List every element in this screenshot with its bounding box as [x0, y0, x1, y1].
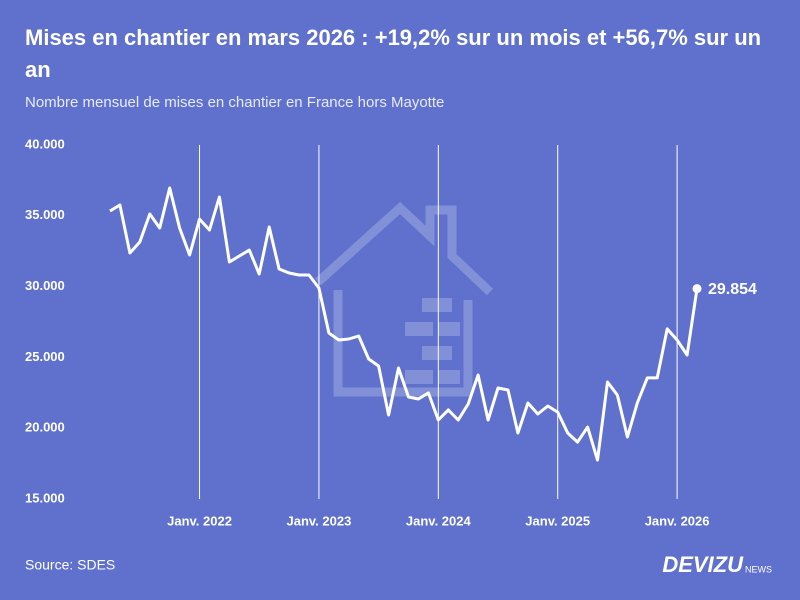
- y-tick-label: 20.000: [25, 420, 65, 435]
- chart-title: Mises en chantier en mars 2026 : +19,2% …: [25, 25, 762, 82]
- y-tick-label: 35.000: [25, 207, 65, 222]
- source: Source: SDES: [25, 557, 115, 573]
- y-tick-label: 25.000: [25, 349, 65, 364]
- x-tick-label: Janv. 2022: [167, 513, 232, 528]
- y-tick-label: 30.000: [25, 278, 65, 293]
- house-icon: [314, 201, 494, 397]
- brand-suffix: NEWS: [745, 564, 772, 574]
- x-tick-label: Janv. 2026: [645, 513, 710, 528]
- bricks-icon: [405, 298, 460, 384]
- point: [692, 284, 702, 294]
- brand: DEVIZU: [662, 552, 744, 577]
- y-tick-label: 15.000: [25, 490, 65, 505]
- x-tick-label: Janv. 2024: [406, 513, 472, 528]
- line: [109, 186, 699, 462]
- x-tick-label: Janv. 2025: [525, 513, 590, 528]
- chart-subtitle: Nombre mensuel de mises en chantier en F…: [25, 94, 445, 111]
- data-label: 29.854: [708, 281, 757, 298]
- y-tick-label: 40.000: [25, 136, 65, 151]
- x-tick-label: Janv. 2023: [287, 513, 352, 528]
